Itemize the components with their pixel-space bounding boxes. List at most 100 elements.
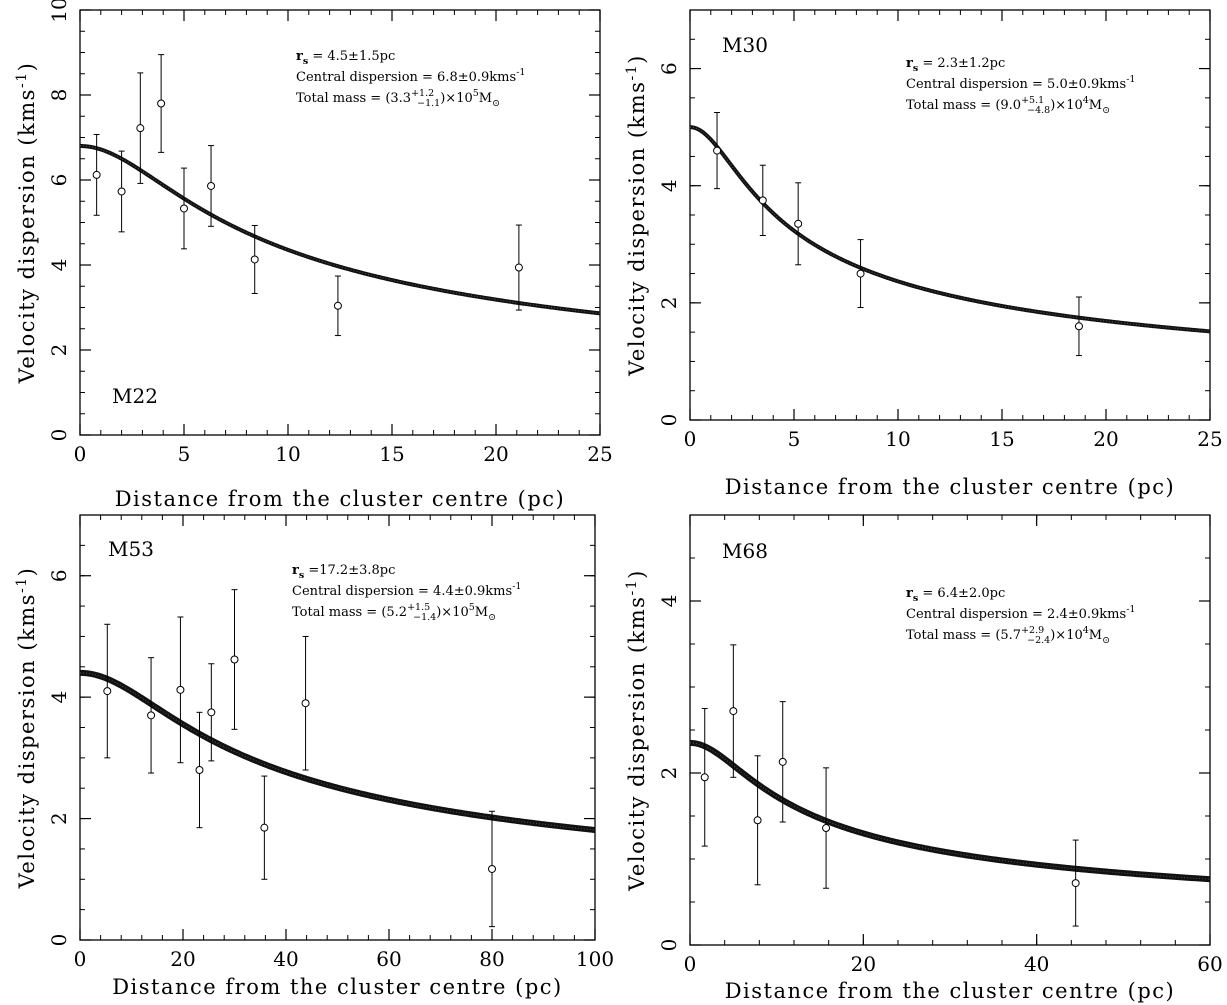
annotation-scale-radius: rs = 4.5±1.5pc: [296, 49, 395, 67]
data-point: [713, 146, 722, 155]
annotation-rs-value: = 6.4±2.0pc: [918, 586, 1005, 601]
data-point: [92, 170, 101, 179]
annotation-central-dispersion: Central dispersion = 4.4±0.9kms-1: [292, 581, 521, 599]
data-point: [333, 301, 342, 310]
model-curve-texture: [79, 145, 601, 314]
y-tick-label: 8: [47, 89, 71, 102]
model-curve: [689, 739, 1211, 883]
y-axis-title-text: Velocity dispersion (kms: [625, 81, 649, 377]
y-tick-label: 2: [47, 812, 71, 825]
data-point: [778, 757, 787, 766]
plot-frame: [79, 514, 596, 941]
annotation-central-text: Central dispersion = 5.0±0.9kms: [906, 77, 1126, 92]
annotation-rs-sub: s: [913, 593, 918, 604]
annotation-central-sup: -1: [512, 581, 521, 592]
x-tick-label: 40: [273, 947, 298, 971]
annotation-mass-mid: )×10: [440, 91, 473, 106]
annotation-mass-mid: )×10: [436, 605, 469, 620]
y-axis-title-close: ): [15, 567, 39, 577]
y-axis-title-text: Velocity dispersion (kms: [15, 593, 39, 889]
x-tick-label: 15: [989, 427, 1014, 451]
data-point: [147, 711, 156, 720]
annotation-mass-down: −4.8: [1027, 105, 1050, 116]
annotation-mass-up: +2.9: [1021, 625, 1044, 636]
y-axis-title: Velocity dispersion (kms-1): [624, 54, 649, 377]
y-axis-title-sup: -1: [14, 71, 30, 88]
annotation-rs-value: =17.2±3.8pc: [304, 563, 395, 578]
annotation-central-text: Central dispersion = 2.4±0.9kms: [906, 607, 1126, 622]
annotation-rs-symbol: r: [906, 586, 913, 601]
x-axis-title: Distance from the cluster centre (pc): [725, 979, 1176, 1003]
annotation-mass-prefix: Total mass = (3.3: [296, 91, 411, 106]
annotation-central-dispersion: Central dispersion = 5.0±0.9kms-1: [906, 74, 1135, 92]
annotation-rs-sub: s: [913, 63, 918, 74]
y-tick-label: 6: [657, 62, 681, 75]
annotation-total-mass: Total mass = (3.3+1.2 −1.1)×105M⊙: [296, 88, 500, 109]
panel-m22: 0 5 10 15 20 25 0 2 4 6 8 10 Distance from the clust…: [14, 0, 613, 511]
annotation-mass-sun: ⊙: [1102, 105, 1110, 116]
data-point: [157, 99, 166, 108]
y-tick-label: 6: [47, 174, 71, 187]
plot-frame: [689, 514, 1211, 946]
model-curve: [79, 144, 601, 316]
data-point: [195, 766, 204, 774]
y-axis-title-close: ): [625, 569, 649, 579]
panel-label: M53: [108, 537, 154, 561]
annotation-mass-unit: M: [1089, 628, 1102, 643]
x-tick-label: 0: [74, 947, 87, 971]
y-tick-label: 2: [657, 767, 681, 780]
y-axis-title: Velocity dispersion (kms-1): [14, 567, 39, 890]
x-tick-label: 20: [1093, 427, 1118, 451]
annotation-rs-symbol: r: [292, 563, 299, 578]
data-point: [230, 655, 239, 664]
y-tick-label: 0: [47, 934, 71, 947]
data-point: [1074, 322, 1083, 331]
x-tick-label: 20: [483, 442, 508, 466]
annotation-rs-value: = 4.5±1.5pc: [308, 49, 395, 64]
annotation-mass-down: −2.4: [1027, 635, 1050, 646]
x-tick-label: 0: [684, 427, 697, 451]
annotation-scale-radius: rs =17.2±3.8pc: [292, 563, 395, 581]
y-axis-title-close: ): [15, 62, 39, 72]
data-point: [117, 187, 126, 196]
x-tick-label: 10: [275, 442, 300, 466]
y-tick-label: 0: [657, 414, 681, 427]
annotation-mass-prefix: Total mass = (5.7: [906, 628, 1021, 643]
annotation-total-mass: Total mass = (5.7+2.9 −2.4)×104M⊙: [906, 625, 1110, 646]
x-tick-label: 60: [376, 947, 401, 971]
annotation-mass-unit: M: [479, 91, 492, 106]
y-axis-title-sup: -1: [624, 579, 640, 596]
data-point: [176, 685, 185, 694]
y-tick-label: 10: [47, 0, 71, 23]
annotation-central-sup: -1: [1126, 74, 1135, 85]
data-point: [729, 707, 738, 716]
annotation-mass-sun: ⊙: [488, 612, 496, 623]
x-axis-title: Distance from the cluster centre (pc): [112, 975, 563, 999]
annotation-central-sup: -1: [516, 67, 525, 78]
annotation-mass-sun: ⊙: [1102, 635, 1110, 646]
annotation-mass-mid: )×10: [1050, 98, 1083, 113]
annotation-mass-down: −1.1: [417, 98, 440, 109]
annotation-scale-radius: rs = 6.4±2.0pc: [906, 586, 1005, 604]
data-point: [822, 824, 831, 833]
y-tick-label: 0: [47, 429, 71, 442]
y-axis-title-close: ): [625, 54, 649, 64]
data-point: [856, 269, 865, 278]
annotation-mass-up: +1.2: [411, 88, 434, 99]
model-curve-texture: [689, 126, 1211, 332]
x-axis-title: Distance from the cluster centre (pc): [115, 487, 566, 511]
y-axis-title: Velocity dispersion (kms-1): [14, 62, 39, 385]
annotation-central-dispersion: Central dispersion = 2.4±0.9kms-1: [906, 604, 1135, 622]
data-point: [250, 255, 259, 264]
annotation-central-sup: -1: [1126, 604, 1135, 615]
annotation-mass-exp: 4: [1083, 95, 1089, 106]
annotation-mass-down: −1.4: [413, 612, 436, 623]
y-tick-label: 4: [657, 595, 681, 608]
x-tick-label: 5: [788, 427, 801, 451]
y-axis-title-text: Velocity dispersion (kms: [15, 88, 39, 384]
annotation-mass-exp: 4: [1083, 625, 1089, 636]
panel-label: M68: [722, 539, 768, 563]
panel-label: M30: [722, 33, 768, 57]
annotation-mass-up: +1.5: [407, 602, 430, 613]
